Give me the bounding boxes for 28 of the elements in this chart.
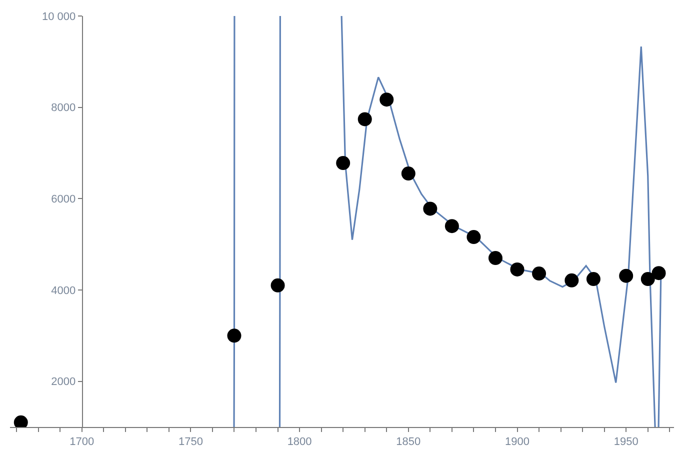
x-tick-label: 1700 [70,436,94,448]
y-tick-label: 4000 [51,284,76,297]
point [564,273,579,288]
y-tick-label: 6000 [51,194,76,206]
x-tick-label: 1850 [396,436,421,448]
point [510,262,524,276]
x-tick-label: 1750 [178,436,203,448]
y-tick-label: 2000 [51,376,76,388]
x-tick-label: 1800 [287,436,312,448]
point [652,266,666,280]
x-tick-label: 1950 [614,436,638,448]
point [227,328,242,343]
point [619,268,634,283]
x-tick-label: 1900 [505,436,530,448]
y-tick-label: 10 000 [42,10,76,23]
y-tick-label: 8000 [51,102,76,114]
point [358,112,372,126]
point [423,202,438,216]
point [444,219,459,234]
point [466,230,481,244]
point [401,166,416,181]
point [532,266,546,281]
point [336,156,350,170]
point [488,251,502,266]
point [270,278,285,292]
point [380,92,394,107]
point [586,272,600,286]
point [640,272,655,286]
